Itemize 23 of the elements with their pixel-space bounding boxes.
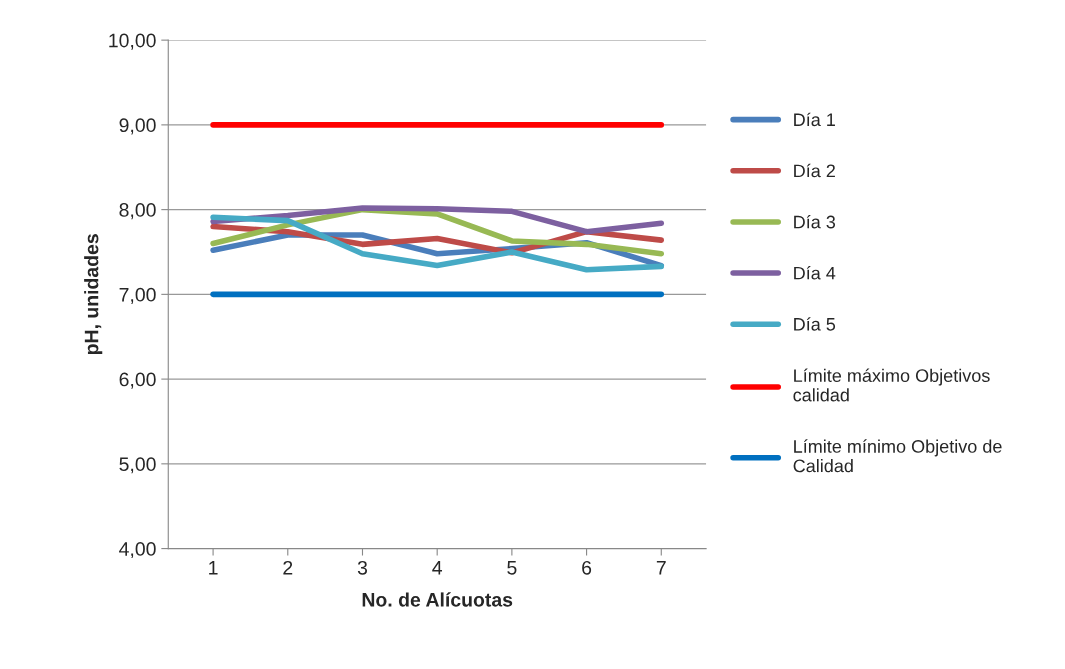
- x-tick-label: 7: [656, 561, 666, 575]
- y-axis-title: pH, unidades: [84, 234, 103, 355]
- legend-label: Límite mínimo Objetivo de Calidad: [793, 439, 1002, 473]
- x-tick-label: 5: [507, 561, 517, 575]
- x-tick-label: 1: [209, 561, 218, 575]
- legend-label: Límite máximo Objetivos calidad: [793, 368, 990, 402]
- x-tick-label: 4: [432, 561, 443, 575]
- legend-label: Día 2: [794, 163, 835, 178]
- y-tick-label: 5,00: [119, 457, 156, 474]
- x-tick-label: 6: [582, 560, 592, 575]
- y-tick-label: 4,00: [119, 542, 156, 559]
- legend-label: Día 1: [794, 112, 835, 127]
- y-tick-label: 7,00: [119, 287, 156, 304]
- legend-label: Día 5: [794, 317, 836, 331]
- y-tick-label: 8,00: [119, 203, 156, 220]
- y-tick-label: 9,00: [119, 118, 156, 135]
- y-tick-label: 10,00: [109, 33, 156, 50]
- y-tick-label: 6,00: [119, 372, 156, 389]
- legend-label: Día 4: [794, 266, 836, 280]
- x-tick-label: 3: [357, 560, 368, 575]
- x-tick-label: 2: [283, 560, 293, 575]
- legend-label: Día 3: [794, 214, 836, 229]
- x-axis-title: No. de Alícuotas: [362, 592, 513, 607]
